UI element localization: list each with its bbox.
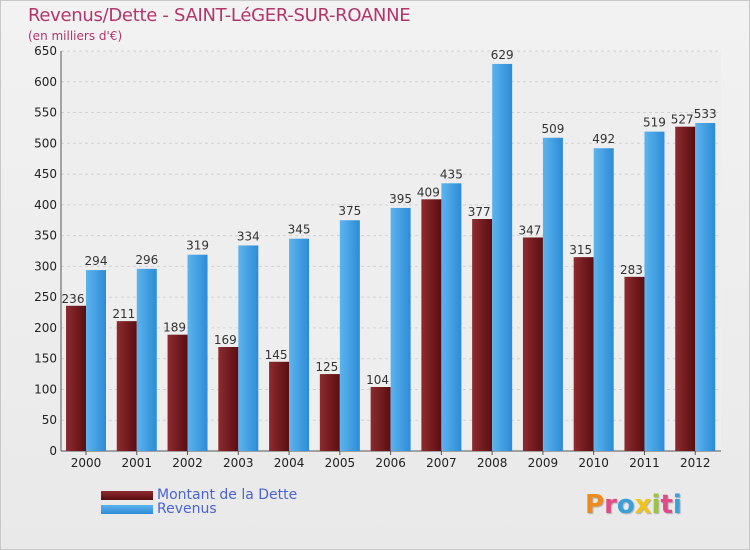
x-tick-label: 2000 bbox=[71, 456, 102, 470]
logo-letter: r bbox=[604, 490, 617, 520]
x-tick-label: 2011 bbox=[629, 456, 660, 470]
bar-revenue bbox=[492, 63, 513, 452]
data-label-revenue: 509 bbox=[541, 122, 564, 136]
data-label-revenue: 375 bbox=[338, 204, 361, 218]
x-tick-label: 2001 bbox=[121, 456, 152, 470]
bar-debt bbox=[269, 361, 290, 451]
bar-revenue bbox=[441, 183, 462, 452]
data-label-debt: 377 bbox=[468, 205, 491, 219]
bar-revenue bbox=[339, 220, 360, 451]
x-tick-label: 2002 bbox=[172, 456, 203, 470]
bar-revenue bbox=[390, 207, 411, 451]
data-label-revenue: 345 bbox=[288, 223, 311, 237]
bar-debt bbox=[522, 237, 543, 451]
x-tick-label: 2007 bbox=[426, 456, 457, 470]
legend-swatch-debt bbox=[101, 490, 153, 500]
data-label-revenue: 395 bbox=[389, 192, 412, 206]
legend-label-debt: Montant de la Dette bbox=[157, 487, 298, 503]
bar-debt bbox=[167, 334, 188, 451]
x-tick-label: 2010 bbox=[578, 456, 609, 470]
bar-revenue bbox=[542, 137, 563, 451]
x-tick-label: 2003 bbox=[223, 456, 254, 470]
data-label-revenue: 296 bbox=[135, 253, 158, 267]
bar-debt bbox=[370, 387, 391, 451]
bar-debt bbox=[675, 126, 696, 451]
logo-letter: i bbox=[672, 490, 682, 520]
data-label-debt: 189 bbox=[163, 321, 186, 335]
y-tick-label: 600 bbox=[34, 75, 57, 89]
data-label-debt: 211 bbox=[112, 307, 135, 321]
y-tick-label: 50 bbox=[42, 413, 57, 427]
logo-letter: t bbox=[660, 490, 673, 520]
y-tick-label: 400 bbox=[34, 198, 57, 212]
bar-debt bbox=[421, 199, 442, 451]
legend: Montant de la Dette Revenus bbox=[101, 487, 298, 517]
y-tick-label: 350 bbox=[34, 229, 57, 243]
bar-debt bbox=[66, 305, 86, 451]
bar-revenue bbox=[136, 268, 157, 451]
data-label-debt: 104 bbox=[366, 373, 389, 387]
x-tick-label: 2008 bbox=[477, 456, 508, 470]
x-tick-label: 2006 bbox=[375, 456, 406, 470]
bar-revenue bbox=[593, 148, 614, 451]
data-label-revenue: 519 bbox=[643, 116, 666, 130]
y-tick-label: 300 bbox=[34, 259, 57, 273]
data-label-revenue: 533 bbox=[694, 107, 717, 121]
bar-debt bbox=[116, 321, 137, 451]
bar-debt bbox=[472, 219, 493, 451]
y-tick-label: 150 bbox=[34, 352, 57, 366]
logo-letter: i bbox=[651, 490, 661, 520]
logo-letter: x bbox=[634, 490, 652, 520]
data-label-debt: 347 bbox=[518, 223, 541, 237]
chart-subtitle: (en milliers d'€) bbox=[28, 29, 123, 43]
bar-revenue bbox=[187, 254, 208, 451]
data-label-revenue: 492 bbox=[592, 132, 615, 146]
data-label-revenue: 334 bbox=[237, 229, 260, 243]
y-tick-label: 450 bbox=[34, 167, 57, 181]
bar-revenue bbox=[86, 270, 106, 451]
y-tick-label: 200 bbox=[34, 321, 57, 335]
data-label-debt: 315 bbox=[569, 243, 592, 257]
legend-swatch-revenue bbox=[101, 504, 153, 514]
bar-debt bbox=[624, 276, 645, 451]
y-tick-label: 500 bbox=[34, 136, 57, 150]
bar-debt bbox=[218, 347, 239, 451]
legend-label-revenue: Revenus bbox=[157, 501, 217, 517]
bar-revenue bbox=[644, 131, 665, 451]
data-label-debt: 409 bbox=[417, 185, 440, 199]
y-tick-label: 250 bbox=[34, 290, 57, 304]
bar-revenue bbox=[289, 238, 310, 451]
x-tick-label: 2004 bbox=[274, 456, 305, 470]
data-label-debt: 169 bbox=[214, 333, 237, 347]
x-tick-label: 2012 bbox=[680, 456, 711, 470]
logo-letter: o bbox=[616, 490, 635, 520]
data-label-debt: 527 bbox=[671, 113, 694, 127]
legend-item-revenue: Revenus bbox=[101, 501, 297, 517]
x-tick-label: 2005 bbox=[325, 456, 356, 470]
data-label-revenue: 319 bbox=[186, 239, 209, 253]
logo-letter: P bbox=[585, 490, 605, 520]
data-label-revenue: 435 bbox=[440, 167, 463, 181]
x-tick-label: 2009 bbox=[528, 456, 559, 470]
data-label-debt: 125 bbox=[315, 360, 338, 374]
chart-title: Revenus/Dette - SAINT-LéGER-SUR-ROANNE bbox=[28, 5, 411, 26]
data-label-revenue: 294 bbox=[85, 254, 108, 268]
bar-revenue bbox=[695, 123, 716, 451]
bar-debt bbox=[573, 257, 594, 451]
legend-item-debt: Montant de la Dette bbox=[101, 487, 298, 503]
data-label-debt: 145 bbox=[265, 348, 288, 362]
data-label-debt: 236 bbox=[62, 292, 85, 306]
y-tick-label: 0 bbox=[49, 444, 57, 458]
proxiti-logo: Proxiti bbox=[585, 490, 682, 520]
bar-revenue bbox=[238, 245, 259, 451]
data-label-debt: 283 bbox=[620, 263, 643, 277]
y-tick-label: 550 bbox=[34, 106, 57, 120]
bar-debt bbox=[319, 374, 340, 451]
y-tick-label: 100 bbox=[34, 382, 57, 396]
data-label-revenue: 629 bbox=[491, 48, 514, 62]
y-tick-label: 650 bbox=[34, 44, 57, 58]
